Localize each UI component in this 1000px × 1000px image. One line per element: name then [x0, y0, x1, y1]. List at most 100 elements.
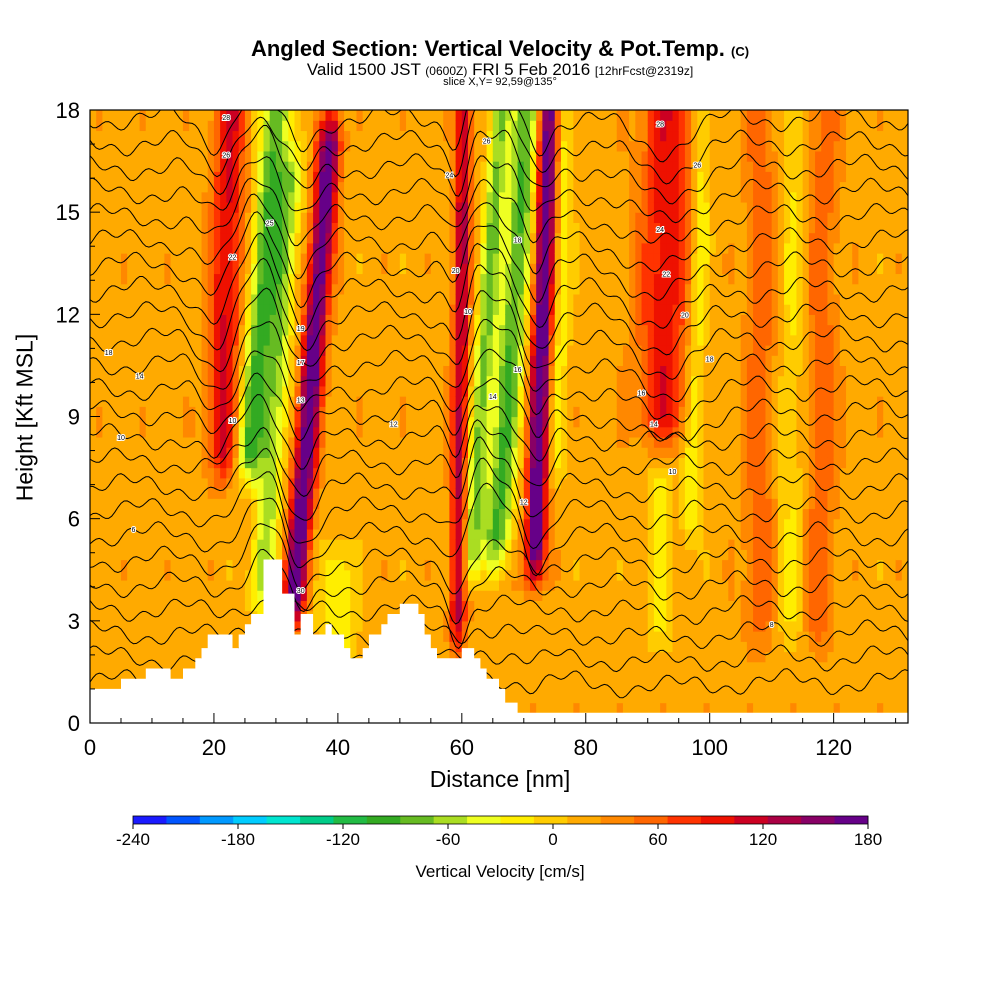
field-cell — [158, 334, 165, 346]
field-cell — [536, 539, 543, 550]
field-cell — [573, 222, 581, 234]
field-cell — [337, 559, 345, 571]
field-cell — [573, 161, 581, 172]
field-cell — [356, 110, 364, 121]
field-cell — [455, 631, 463, 642]
field-cell — [90, 590, 97, 601]
field-cell — [393, 508, 401, 520]
field-cell — [114, 671, 122, 683]
field-cell — [542, 569, 550, 581]
field-cell — [579, 201, 587, 213]
field-cell — [529, 171, 537, 183]
field-cell — [350, 375, 358, 387]
field-cell — [579, 600, 587, 612]
field-cell — [120, 488, 128, 499]
field-cell — [344, 631, 351, 642]
field-cell — [275, 293, 283, 305]
field-cell — [461, 130, 469, 142]
field-cell — [96, 549, 103, 561]
field-cell — [542, 426, 550, 438]
field-cell — [356, 232, 364, 244]
field-cell — [573, 467, 581, 479]
field-cell — [560, 702, 568, 714]
field-cell — [114, 150, 122, 162]
field-cell — [393, 273, 401, 285]
field-cell — [480, 528, 488, 540]
field-cell — [164, 447, 172, 458]
field-cell — [195, 569, 203, 581]
field-cell — [598, 692, 605, 704]
field-cell — [486, 120, 494, 132]
field-cell — [288, 416, 296, 428]
field-cell — [313, 161, 320, 172]
field-cell — [331, 436, 339, 448]
field-cell — [90, 304, 97, 315]
field-cell — [393, 263, 401, 275]
field-cell — [393, 365, 401, 377]
field-cell — [437, 212, 444, 223]
field-cell — [201, 416, 209, 428]
field-cell — [368, 273, 376, 285]
field-cell — [598, 477, 605, 489]
field-cell — [567, 161, 574, 172]
field-cell — [108, 641, 116, 653]
field-cell — [585, 457, 593, 469]
field-cell — [455, 508, 463, 520]
field-cell — [182, 396, 190, 407]
field-cell — [554, 579, 562, 591]
field-cell — [455, 457, 463, 469]
field-cell — [120, 600, 128, 612]
field-cell — [393, 283, 401, 295]
field-cell — [449, 253, 457, 264]
field-cell — [201, 242, 209, 254]
field-cell — [220, 273, 227, 285]
field-cell — [511, 334, 519, 346]
field-cell — [418, 222, 426, 234]
field-cell — [604, 692, 612, 704]
field-cell — [300, 518, 308, 530]
field-cell — [573, 344, 581, 356]
field-cell — [499, 579, 506, 591]
field-cell — [127, 334, 134, 346]
field-cell — [96, 304, 103, 315]
field-cell — [591, 375, 599, 387]
field-cell — [114, 539, 122, 550]
field-cell — [375, 498, 382, 510]
field-cell — [170, 508, 178, 520]
field-cell — [220, 477, 227, 489]
field-cell — [560, 263, 568, 275]
field-cell — [492, 620, 500, 632]
field-cell — [251, 406, 258, 418]
field-cell — [474, 426, 482, 438]
field-cell — [480, 661, 488, 673]
field-cell — [468, 283, 475, 295]
field-cell — [102, 457, 110, 469]
field-cell — [567, 120, 574, 132]
field-cell — [263, 467, 271, 479]
field-cell — [182, 641, 190, 653]
field-cell — [145, 140, 153, 152]
field-cell — [176, 671, 184, 683]
field-cell — [182, 222, 190, 234]
field-cell — [486, 181, 494, 193]
field-cell — [282, 222, 289, 234]
field-cell — [511, 242, 519, 254]
field-cell — [542, 477, 550, 489]
field-cell — [560, 692, 568, 704]
field-cell — [548, 477, 556, 489]
field-cell — [437, 518, 444, 530]
field-cell — [195, 130, 203, 142]
field-cell — [288, 242, 296, 254]
field-cell — [406, 222, 413, 234]
field-cell — [598, 600, 605, 612]
field-cell — [573, 549, 581, 561]
field-cell — [573, 539, 581, 550]
field-cell — [579, 293, 587, 305]
field-cell — [182, 498, 190, 510]
field-cell — [585, 161, 593, 172]
field-cell — [164, 283, 172, 295]
field-cell — [437, 447, 444, 458]
field-cell — [257, 549, 265, 561]
field-cell — [511, 682, 519, 693]
field-cell — [517, 498, 525, 510]
